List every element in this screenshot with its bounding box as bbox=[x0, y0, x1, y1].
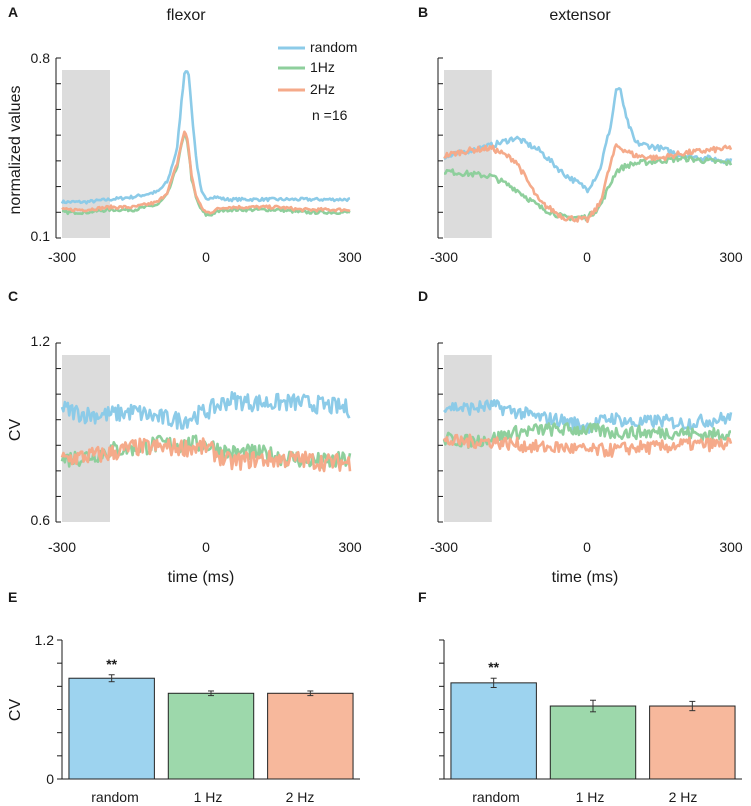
panel-letter-b: B bbox=[418, 4, 428, 20]
series-d-1hz bbox=[442, 422, 731, 450]
bar-e-1hz bbox=[167, 692, 255, 780]
ticks-a: 0.8 0.1 -300 0 300 bbox=[31, 50, 362, 265]
panel-letter-a: A bbox=[8, 4, 18, 20]
tick-c-x-left: -300 bbox=[48, 539, 76, 555]
xlabel-time-left: time (ms) bbox=[168, 569, 235, 586]
panel-letter-e: E bbox=[8, 589, 17, 605]
plot-layer: ** ** bbox=[55, 57, 742, 780]
ylabel-cv-bottom: CV bbox=[7, 699, 24, 722]
tick-c-x-mid: 0 bbox=[202, 539, 210, 555]
tick-b-x-right: 300 bbox=[719, 249, 743, 265]
legend: random 1Hz 2Hz n =16 bbox=[278, 39, 357, 123]
n-count: n =16 bbox=[312, 107, 348, 123]
tick-e-cat-1hz: 1 Hz bbox=[194, 789, 223, 805]
ticks-b: -300 0 300 bbox=[430, 249, 743, 265]
tick-f-cat-1hz: 1 Hz bbox=[576, 789, 605, 805]
tick-a-x-right: 300 bbox=[338, 249, 362, 265]
tick-a-x-mid: 0 bbox=[202, 249, 210, 265]
tick-c-x-right: 300 bbox=[338, 539, 362, 555]
panel-letter-d: D bbox=[418, 288, 428, 304]
significance-e-0: ** bbox=[106, 656, 117, 672]
bar-f-random bbox=[450, 682, 537, 780]
series-d-random bbox=[443, 398, 733, 434]
ticks-c: 1.2 0.6 -300 0 300 bbox=[31, 333, 362, 555]
bar-e-2hz bbox=[267, 692, 354, 780]
series-d-2hz bbox=[442, 433, 733, 458]
significance-f-0: ** bbox=[488, 659, 499, 675]
tick-c-y-bottom: 0.6 bbox=[31, 512, 51, 528]
tick-b-x-left: -300 bbox=[430, 249, 458, 265]
ylabel-normalized: normalized values bbox=[7, 86, 24, 215]
tick-d-x-right: 300 bbox=[719, 539, 743, 555]
title-flexor: flexor bbox=[166, 7, 206, 24]
tick-e-cat-2hz: 2 Hz bbox=[286, 789, 315, 805]
panel-letter-f: F bbox=[418, 589, 427, 605]
series-c-2hz bbox=[60, 437, 352, 473]
series-b-2hz bbox=[443, 143, 733, 224]
panel-letter-c: C bbox=[8, 288, 18, 304]
tick-d-x-left: -300 bbox=[430, 539, 458, 555]
tick-f-cat-random: random bbox=[472, 789, 519, 805]
tick-e-cat-random: random bbox=[91, 789, 138, 805]
series-c-random bbox=[60, 390, 351, 430]
tick-d-x-mid: 0 bbox=[583, 539, 591, 555]
title-extensor: extensor bbox=[549, 7, 611, 24]
bar-f-1hz bbox=[549, 705, 637, 780]
tick-b-x-mid: 0 bbox=[583, 249, 591, 265]
series-a-2hz bbox=[61, 130, 351, 215]
ticks-e: 1.2 0 random 1 Hz 2 Hz bbox=[35, 632, 315, 805]
tick-f-cat-2hz: 2 Hz bbox=[669, 789, 698, 805]
tick-c-y-top: 1.2 bbox=[31, 333, 51, 349]
legend-label-random: random bbox=[310, 39, 357, 55]
tick-e-y-top: 1.2 bbox=[35, 632, 55, 648]
ticks-d: -300 0 300 bbox=[430, 539, 743, 555]
series-a-random bbox=[60, 70, 351, 205]
tick-a-y-bottom: 0.1 bbox=[31, 228, 51, 244]
xlabel-time-right: time (ms) bbox=[552, 569, 619, 586]
shaded-baseline-c bbox=[62, 355, 110, 522]
tick-a-x-left: -300 bbox=[48, 249, 76, 265]
tick-e-y-bottom: 0 bbox=[46, 771, 54, 787]
legend-label-1hz: 1Hz bbox=[310, 59, 335, 75]
ylabel-cv-mid: CV bbox=[7, 419, 24, 442]
ticks-f: random 1 Hz 2 Hz bbox=[472, 789, 697, 805]
legend-label-2hz: 2Hz bbox=[310, 81, 335, 97]
bar-e-random bbox=[68, 677, 155, 780]
tick-a-y-top: 0.8 bbox=[31, 50, 51, 66]
bar-f-2hz bbox=[649, 705, 736, 780]
